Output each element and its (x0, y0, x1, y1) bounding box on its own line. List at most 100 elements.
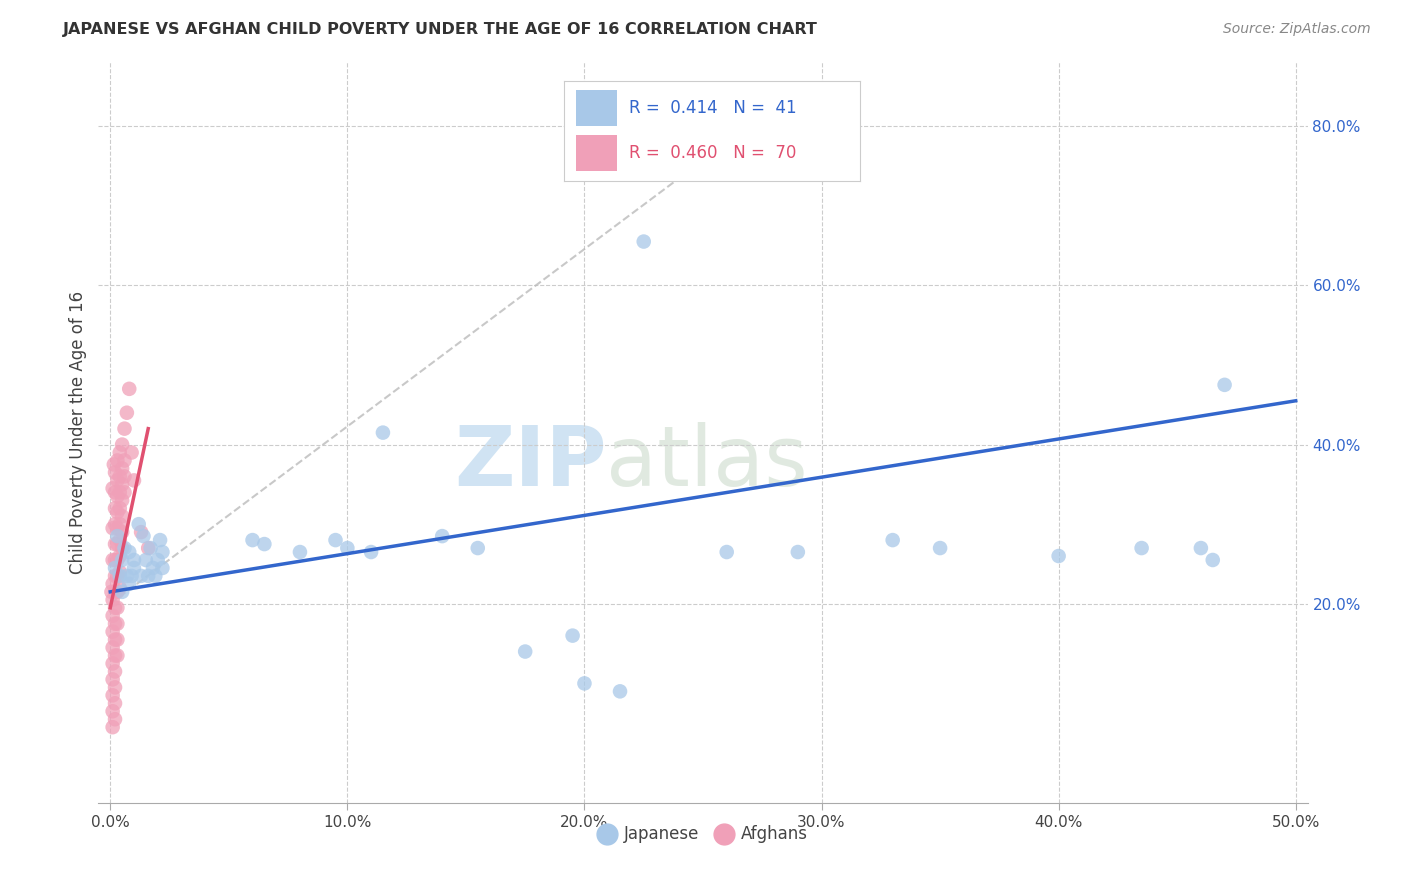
Point (104, 696, 127, 710)
Point (111, 493, 134, 508)
Point (104, 501, 127, 516)
Point (139, 541, 162, 555)
Point (336, 541, 359, 555)
Point (104, 632, 127, 647)
Point (325, 533, 347, 547)
Point (111, 509, 134, 524)
Point (561, 629, 583, 643)
Point (105, 474, 128, 488)
Point (1189, 541, 1212, 555)
Point (104, 665, 127, 679)
Point (149, 533, 172, 547)
Point (101, 521, 124, 535)
Point (104, 616, 127, 631)
Point (108, 565, 131, 579)
Point (114, 469, 136, 483)
Point (104, 553, 127, 567)
Point (111, 553, 134, 567)
Point (101, 592, 124, 607)
Point (129, 525, 152, 540)
Point (105, 521, 128, 535)
Point (104, 517, 127, 532)
Point (146, 553, 169, 567)
Point (288, 545, 311, 559)
Point (108, 549, 131, 563)
Point (360, 545, 382, 559)
Point (105, 632, 128, 647)
Point (101, 624, 124, 639)
Point (104, 712, 127, 726)
Point (115, 406, 138, 420)
Point (574, 676, 596, 690)
Point (108, 469, 131, 483)
Point (101, 689, 124, 703)
Point (882, 533, 904, 547)
Point (101, 673, 124, 687)
Point (118, 545, 141, 559)
Point (108, 501, 131, 516)
Point (136, 541, 159, 555)
Point (108, 569, 131, 583)
Point (121, 569, 143, 583)
Point (633, 235, 655, 249)
Point (101, 704, 124, 718)
Point (129, 569, 152, 583)
Point (104, 561, 127, 575)
Point (104, 648, 127, 663)
Point (105, 584, 128, 599)
Point (132, 529, 155, 543)
Point (104, 537, 127, 551)
Point (101, 553, 124, 567)
Point (432, 529, 454, 543)
Point (100, 584, 122, 599)
Point (114, 541, 136, 555)
Point (105, 489, 128, 503)
Point (111, 477, 134, 491)
Point (108, 445, 131, 459)
Point (122, 474, 145, 488)
Point (105, 553, 128, 567)
Point (101, 481, 124, 495)
Point (105, 648, 128, 663)
Text: Source: ZipAtlas.com: Source: ZipAtlas.com (1223, 22, 1371, 37)
Point (105, 616, 128, 631)
Point (1047, 549, 1070, 563)
Point (1213, 377, 1236, 392)
Point (101, 640, 124, 655)
Point (122, 561, 145, 575)
Point (108, 581, 131, 595)
Point (115, 569, 138, 583)
Point (108, 517, 131, 532)
Point (1202, 553, 1225, 567)
Point (121, 445, 143, 459)
Text: ZIP: ZIP (454, 422, 606, 503)
Legend: Japanese, Afghans: Japanese, Afghans (592, 819, 814, 850)
Point (104, 466, 127, 480)
Point (108, 533, 131, 547)
Point (118, 577, 141, 591)
Point (105, 537, 128, 551)
Point (103, 458, 125, 472)
Point (105, 569, 128, 583)
Point (152, 561, 174, 575)
Point (105, 529, 128, 543)
Point (111, 437, 134, 451)
Point (111, 461, 134, 475)
Point (1130, 541, 1153, 555)
Point (122, 553, 145, 567)
Point (114, 453, 136, 467)
Point (104, 584, 127, 599)
Point (108, 485, 131, 500)
Point (142, 561, 165, 575)
Point (104, 600, 127, 615)
Y-axis label: Child Poverty Under the Age of 16: Child Poverty Under the Age of 16 (69, 291, 87, 574)
Point (253, 537, 276, 551)
Point (111, 525, 134, 540)
Point (105, 505, 128, 519)
Point (104, 485, 127, 500)
Point (105, 600, 128, 615)
Point (104, 569, 127, 583)
Point (242, 533, 264, 547)
Point (371, 425, 394, 440)
Point (786, 545, 808, 559)
